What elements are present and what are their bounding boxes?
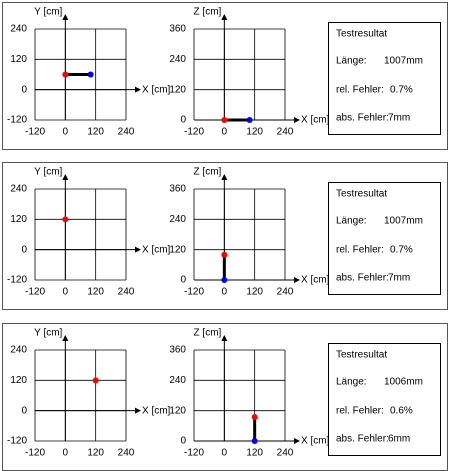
- length-value: 1007mm: [384, 216, 423, 227]
- y-tick-label: 120: [169, 244, 186, 255]
- abs-value: 7mm: [388, 113, 410, 124]
- x-tick-label: 0: [63, 287, 69, 298]
- y-tick-label: 0: [180, 115, 186, 126]
- rel-label: rel. Fehler:: [336, 245, 384, 256]
- panel: [2, 162, 448, 310]
- y-tick-label: 120: [10, 375, 27, 386]
- x-tick-label: 240: [277, 448, 294, 459]
- x-tick-label: 0: [222, 287, 228, 298]
- y-tick-label: 360: [169, 24, 186, 35]
- x-axis-label: X [cm]: [142, 405, 171, 416]
- x-tick-label: 240: [118, 127, 135, 138]
- y-tick-label: 240: [169, 54, 186, 65]
- y-tick-label: 120: [10, 54, 27, 65]
- x-tick-label: 240: [118, 448, 135, 459]
- panel: [2, 2, 448, 150]
- result-title: Testresultat: [336, 29, 387, 40]
- point: [92, 377, 99, 384]
- y-tick-label: 0: [180, 436, 186, 447]
- abs-value: 6mm: [388, 434, 410, 445]
- result-box: [328, 182, 441, 295]
- rel-label: rel. Fehler:: [336, 406, 384, 417]
- x-tick-label: -120: [25, 448, 45, 459]
- y-tick-label: 360: [169, 184, 186, 195]
- x-tick-label: 120: [87, 127, 104, 138]
- x-tick-label: -120: [184, 448, 204, 459]
- x-tick-label: -120: [25, 287, 45, 298]
- point: [87, 71, 94, 78]
- y-tick-label: -120: [7, 436, 27, 447]
- point: [246, 117, 253, 123]
- point: [221, 251, 228, 258]
- y-tick-label: 360: [169, 345, 186, 356]
- y-axis-label: Z [cm]: [194, 7, 222, 18]
- x-axis-label: X [cm]: [301, 436, 330, 447]
- length-value: 1007mm: [384, 56, 423, 67]
- result-title: Testresultat: [336, 189, 387, 200]
- y-tick-label: 240: [10, 184, 27, 195]
- y-axis-label: Z [cm]: [194, 167, 222, 178]
- x-tick-label: 0: [222, 127, 228, 138]
- x-axis-label: X [cm]: [301, 115, 330, 126]
- point: [62, 216, 69, 223]
- result-title: Testresultat: [336, 350, 387, 361]
- y-tick-label: -120: [7, 275, 27, 286]
- x-tick-label: 0: [63, 127, 69, 138]
- abs-value: 7mm: [388, 273, 410, 284]
- rel-value: 0.6%: [390, 406, 413, 417]
- y-axis-label: Y [cm]: [34, 167, 62, 178]
- x-tick-label: -120: [184, 127, 204, 138]
- rel-value: 0.7%: [390, 245, 413, 256]
- x-tick-label: 0: [222, 448, 228, 459]
- abs-label: abs. Fehler:: [336, 113, 389, 124]
- y-tick-label: 240: [10, 345, 27, 356]
- rel-value: 0.7%: [390, 85, 413, 96]
- abs-label: abs. Fehler:: [336, 273, 389, 284]
- result-box: [328, 343, 441, 456]
- length-value: 1006mm: [384, 377, 423, 388]
- x-tick-label: 240: [118, 287, 135, 298]
- x-tick-label: 120: [87, 448, 104, 459]
- y-axis-label: Y [cm]: [34, 328, 62, 339]
- x-tick-label: -120: [184, 287, 204, 298]
- point: [221, 117, 228, 123]
- result-box: [328, 22, 441, 135]
- length-label: Länge:: [336, 56, 367, 67]
- y-tick-label: 120: [169, 84, 186, 95]
- y-axis-label: Y [cm]: [34, 7, 62, 18]
- y-tick-label: 0: [180, 275, 186, 286]
- y-tick-label: 120: [169, 405, 186, 416]
- x-tick-label: 120: [246, 127, 263, 138]
- x-tick-label: 120: [87, 287, 104, 298]
- point: [62, 71, 69, 78]
- point: [221, 277, 228, 283]
- y-tick-label: 0: [21, 84, 27, 95]
- y-tick-label: 120: [10, 214, 27, 225]
- y-tick-label: 0: [21, 244, 27, 255]
- length-label: Länge:: [336, 377, 367, 388]
- x-tick-label: 240: [277, 127, 294, 138]
- x-tick-label: 240: [277, 287, 294, 298]
- point: [251, 438, 258, 444]
- y-tick-label: 0: [21, 405, 27, 416]
- x-tick-label: 120: [246, 448, 263, 459]
- x-axis-label: X [cm]: [301, 275, 330, 286]
- y-tick-label: 240: [10, 24, 27, 35]
- x-tick-label: -120: [25, 127, 45, 138]
- y-tick-label: 240: [169, 214, 186, 225]
- x-axis-label: X [cm]: [142, 84, 171, 95]
- x-tick-label: 0: [63, 448, 69, 459]
- x-tick-label: 120: [246, 287, 263, 298]
- rel-label: rel. Fehler:: [336, 85, 384, 96]
- y-tick-label: -120: [7, 115, 27, 126]
- point: [251, 413, 258, 420]
- y-tick-label: 240: [169, 375, 186, 386]
- y-axis-label: Z [cm]: [194, 328, 222, 339]
- abs-label: abs. Fehler:: [336, 434, 389, 445]
- x-axis-label: X [cm]: [142, 244, 171, 255]
- length-label: Länge:: [336, 216, 367, 227]
